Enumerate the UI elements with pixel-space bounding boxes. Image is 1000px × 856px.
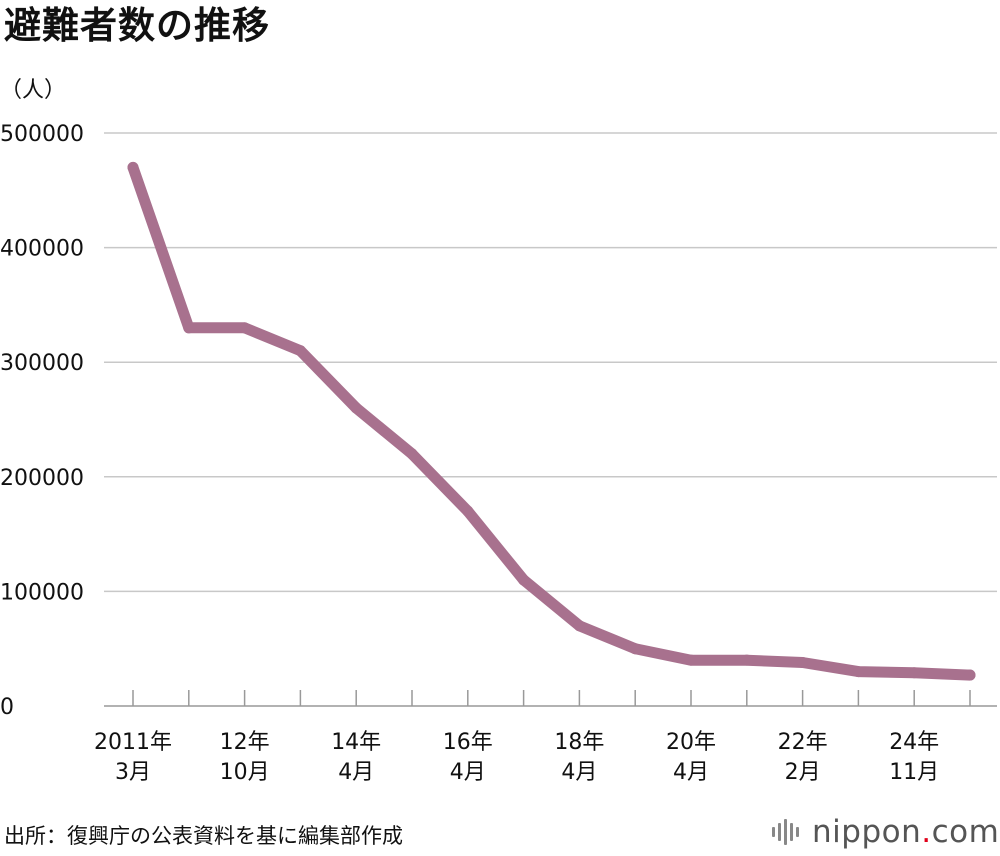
x-tick-label: 4月 <box>673 760 709 785</box>
data-point <box>127 161 139 173</box>
x-tick-label: 16年 <box>443 730 493 755</box>
y-tick-label: 400000 <box>0 237 84 262</box>
data-point <box>852 666 864 678</box>
series-line <box>127 161 976 681</box>
data-point <box>685 654 697 666</box>
x-tick-label: 14年 <box>331 730 381 755</box>
y-tick-label: 300000 <box>0 351 84 376</box>
x-tick-label: 11月 <box>889 760 939 785</box>
x-tick-label: 2月 <box>785 760 821 785</box>
gridlines <box>104 132 997 593</box>
x-tick-label: 12年 <box>220 730 270 755</box>
data-point <box>573 620 585 632</box>
data-point <box>239 322 251 334</box>
y-tick-label: 100000 <box>0 580 84 605</box>
data-point <box>350 402 362 414</box>
y-tick-label: 0 <box>0 695 14 720</box>
x-tick-label: 10月 <box>220 760 270 785</box>
logo-mark-icon <box>772 819 802 845</box>
data-point <box>908 667 920 679</box>
chart-title: 避難者数の推移 <box>4 4 270 47</box>
y-axis-unit-label: （人） <box>0 78 66 103</box>
x-tick-label: 2011年 <box>94 730 172 755</box>
x-tick-label: 3月 <box>115 760 151 785</box>
data-point <box>518 574 530 586</box>
x-axis <box>104 690 997 707</box>
line-chart: （人） 0 100000 200000 300000 400000 500000 2011… <box>0 78 997 785</box>
logo-bar <box>772 827 775 837</box>
logo-bar <box>796 827 799 837</box>
data-point <box>183 322 195 334</box>
data-point <box>406 448 418 460</box>
x-tick-label: 4月 <box>338 760 374 785</box>
series-group <box>127 161 976 681</box>
logo-bar <box>790 823 793 841</box>
x-tick-label: 4月 <box>561 760 597 785</box>
data-point <box>629 643 641 655</box>
nippon-logo: nippon.com <box>772 812 999 852</box>
x-tick-label: 24年 <box>889 730 939 755</box>
source-note: 出所：復興庁の公表資料を基に編集部作成 <box>4 824 403 848</box>
y-tick-label: 200000 <box>0 466 84 491</box>
data-point <box>797 656 809 668</box>
x-tick-label: 18年 <box>554 730 604 755</box>
x-tick-label: 4月 <box>450 760 486 785</box>
data-point <box>964 669 976 681</box>
x-tick-label: 22年 <box>778 730 828 755</box>
y-axis-ticks: 0 100000 200000 300000 400000 500000 <box>0 122 84 720</box>
logo-text: nippon.com <box>812 814 1000 850</box>
x-tick-label: 20年 <box>666 730 716 755</box>
x-axis-labels: 2011年 3月 12年 10月 14年 4月 16年 4月 18年 4月 20年 4月 22年 2月 24… <box>94 730 939 785</box>
logo-bar <box>784 819 787 845</box>
logo-bar <box>778 823 781 841</box>
data-point <box>741 654 753 666</box>
y-tick-label: 500000 <box>0 122 84 147</box>
data-point <box>462 505 474 517</box>
data-point <box>294 345 306 357</box>
